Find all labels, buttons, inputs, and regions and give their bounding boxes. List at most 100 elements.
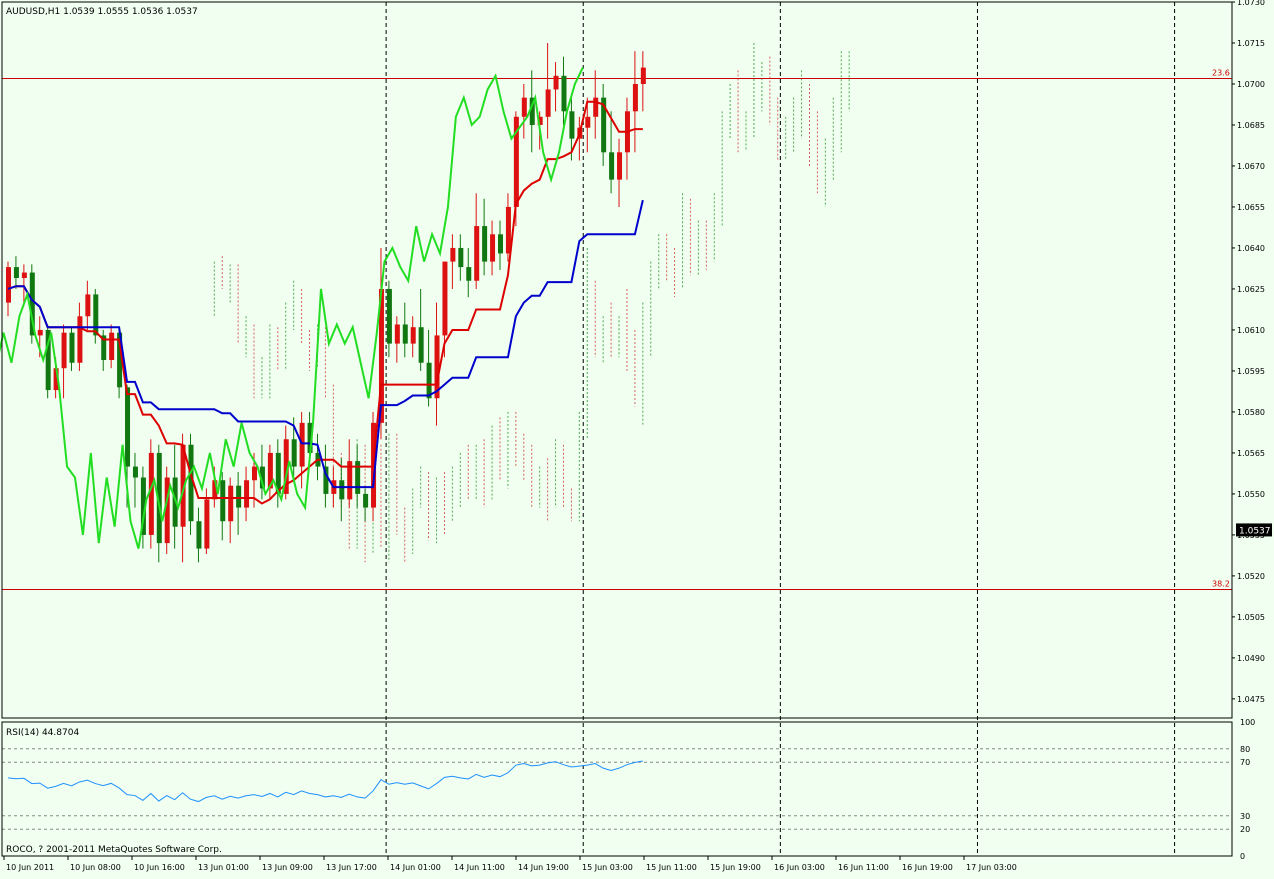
candle-body[interactable]: [323, 466, 329, 494]
candle-body[interactable]: [252, 466, 257, 481]
candle-body[interactable]: [474, 226, 480, 281]
candle-body[interactable]: [609, 152, 615, 180]
candle-body[interactable]: [410, 327, 416, 344]
candle-body[interactable]: [228, 485, 234, 522]
candle-body[interactable]: [101, 335, 107, 360]
candle-body[interactable]: [283, 439, 289, 494]
candle-body[interactable]: [299, 422, 305, 467]
candle-body[interactable]: [61, 332, 67, 369]
candle-body[interactable]: [6, 267, 11, 303]
candle-body[interactable]: [77, 316, 83, 363]
candle-body[interactable]: [275, 452, 281, 494]
candle-body[interactable]: [21, 272, 27, 279]
candle-body[interactable]: [537, 116, 543, 125]
candle-body[interactable]: [196, 521, 202, 549]
fib-label: 38.2: [1212, 580, 1230, 589]
candle-body[interactable]: [402, 324, 408, 344]
rsi-subwindow[interactable]: 100 80 70 30 20 0: [2, 718, 1255, 861]
candle-body[interactable]: [521, 97, 527, 117]
y-tick-label: 1.0715: [1237, 39, 1265, 48]
candle-body[interactable]: [458, 247, 464, 268]
x-tick-label: 13 Jun 09:00: [262, 863, 313, 872]
candle-body[interactable]: [93, 294, 99, 336]
candle-body[interactable]: [466, 267, 472, 281]
candle-body[interactable]: [117, 332, 123, 388]
candle-body[interactable]: [363, 493, 369, 508]
candle-body[interactable]: [13, 267, 19, 279]
kijun-sen-line: [7, 199, 644, 489]
candle-body[interactable]: [125, 387, 131, 467]
candle-body[interactable]: [109, 332, 115, 360]
candle-body[interactable]: [69, 332, 75, 363]
candle-body[interactable]: [482, 226, 488, 262]
candle-body[interactable]: [640, 67, 646, 84]
vertical-grid: [385, 2, 1176, 856]
candle-body[interactable]: [601, 97, 607, 153]
rsi-tick-label: 20: [1240, 825, 1250, 834]
candle-body[interactable]: [259, 466, 265, 489]
candle-body[interactable]: [140, 477, 146, 535]
x-tick-label: 10 Jun 08:00: [70, 863, 121, 872]
candle-body[interactable]: [553, 75, 559, 90]
candle-body[interactable]: [498, 234, 503, 254]
candle-body[interactable]: [164, 477, 170, 544]
x-tick-label: 10 Jun 16:00: [134, 863, 185, 872]
candle-body[interactable]: [339, 480, 345, 500]
candle-body[interactable]: [53, 368, 59, 391]
candle-body[interactable]: [386, 288, 392, 344]
candle-body[interactable]: [585, 116, 591, 128]
candle-body[interactable]: [529, 97, 535, 125]
candle-body[interactable]: [267, 452, 273, 489]
chart-title: AUDUSD,H1 1.0539 1.0555 1.0536 1.0537: [6, 7, 198, 17]
candle-body[interactable]: [307, 422, 313, 453]
candle-body[interactable]: [450, 247, 456, 262]
candle-body[interactable]: [29, 272, 35, 336]
x-tick-label: 16 Jun 19:00: [902, 863, 953, 872]
candle-body[interactable]: [85, 294, 91, 317]
candle-body[interactable]: [545, 89, 551, 117]
candle-body[interactable]: [505, 206, 511, 254]
x-tick-label: 17 Jun 03:00: [966, 863, 1017, 872]
candle-body[interactable]: [37, 329, 43, 336]
candle-body[interactable]: [355, 461, 361, 494]
candle-body[interactable]: [180, 444, 186, 527]
candle-body[interactable]: [148, 452, 154, 535]
candle-body[interactable]: [236, 485, 242, 508]
candle-body[interactable]: [569, 111, 575, 139]
copyright-text: ROCO, ? 2001-2011 MetaQuotes Software Co…: [6, 845, 222, 855]
candle-body[interactable]: [378, 288, 384, 423]
candle-body[interactable]: [220, 480, 226, 522]
x-tick-label: 15 Jun 19:00: [710, 863, 761, 872]
candle-body[interactable]: [291, 439, 297, 467]
rsi-tick-label: 100: [1240, 718, 1255, 727]
candle-body[interactable]: [244, 480, 250, 508]
candle-body[interactable]: [617, 152, 623, 180]
candle-body[interactable]: [347, 461, 353, 500]
x-tick-label: 14 Jun 11:00: [454, 863, 505, 872]
x-tick-label: 15 Jun 03:00: [582, 863, 633, 872]
tenkan-sen-line: [7, 100, 643, 505]
candle-body[interactable]: [442, 261, 448, 336]
candle-body[interactable]: [212, 480, 218, 500]
candle-body[interactable]: [561, 75, 567, 112]
candle-body[interactable]: [418, 327, 424, 363]
rsi-label: RSI(14) 44.8704: [6, 728, 79, 738]
candle-body[interactable]: [45, 329, 51, 391]
candle-body[interactable]: [188, 444, 194, 522]
candle-body[interactable]: [132, 466, 138, 478]
rsi-tick-label: 30: [1240, 812, 1250, 821]
candle-body[interactable]: [632, 83, 638, 112]
x-tick-label: 10 Jun 2011: [6, 863, 54, 872]
candle-body[interactable]: [490, 234, 496, 262]
candle-body[interactable]: [156, 452, 162, 544]
candle-body[interactable]: [593, 97, 599, 117]
x-tick-label: 16 Jun 03:00: [774, 863, 825, 872]
candle-body[interactable]: [394, 324, 400, 344]
candle-body[interactable]: [513, 116, 519, 207]
candle-body[interactable]: [204, 499, 210, 549]
candle-body[interactable]: [426, 362, 432, 399]
candle-body[interactable]: [434, 335, 440, 399]
